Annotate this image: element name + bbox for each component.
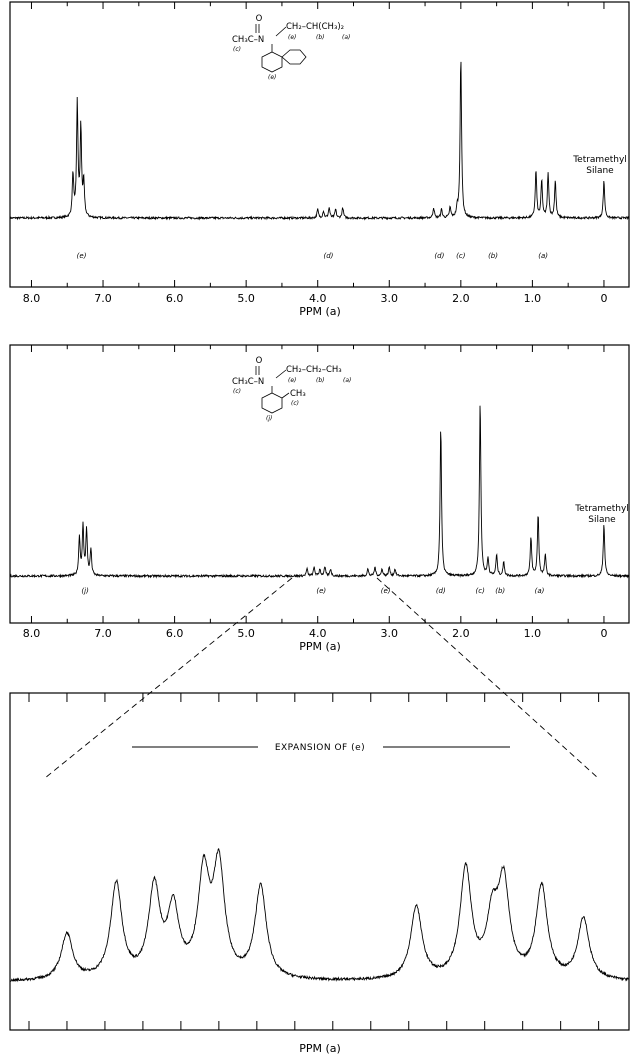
x-tick-label: 3.0 xyxy=(381,627,399,640)
peak-label: (a) xyxy=(535,587,545,595)
spectrum-trace-3 xyxy=(9,848,630,983)
x-axis-ticks-2 xyxy=(30,345,605,623)
plot-frame-2 xyxy=(9,344,630,624)
x-tick-label: 7.0 xyxy=(94,627,112,640)
x-axis-title-1: PPM (a) xyxy=(299,305,341,318)
tag-a: (a) xyxy=(342,34,350,41)
x-tick-label: 5.0 xyxy=(237,627,255,640)
x-tick-label: 8.0 xyxy=(23,627,41,640)
x-tick-label: 1.0 xyxy=(524,627,542,640)
tag-methyl-c: (c) xyxy=(291,400,299,407)
tag-b: (b) xyxy=(316,377,325,384)
x-axis-ticks-3 xyxy=(28,693,600,1030)
alkyl-chain: CH₂–CH(CH₃)₂ xyxy=(286,22,344,32)
spectrum-panel-1: 8.0 7.0 6.0 5.0 4.0 3.0 2.0 1.0 0 PPM (a) (e) (d)… xyxy=(9,1,630,318)
x-tick-label: 3.0 xyxy=(381,292,399,305)
tag-e: (e) xyxy=(288,34,296,41)
tag-c: (c) xyxy=(233,46,241,53)
reference-label-line-2: Silane xyxy=(588,515,616,525)
carbonyl-o: O xyxy=(256,14,263,24)
peak-label: (b) xyxy=(488,252,498,260)
ring-methyl: CH₃ xyxy=(290,389,306,399)
expansion-guide-right xyxy=(376,577,599,779)
reference-label-line-1: Tetramethyl xyxy=(574,504,629,514)
carbonyl-o: O xyxy=(256,356,263,366)
peak-labels-1: (e) (d) (d) (c) (b) (a) xyxy=(77,252,549,260)
tag-c: (c) xyxy=(233,388,241,395)
plot-frame-3 xyxy=(9,692,630,1031)
benzene-ring xyxy=(261,392,283,414)
x-tick-label: 2.0 xyxy=(452,627,470,640)
x-tick-label: 6.0 xyxy=(166,292,184,305)
x-tick-label: 5.0 xyxy=(237,292,255,305)
spectrum-panel-3: EXPANSION OF (e) PPM (a) xyxy=(9,692,630,1055)
expansion-title: EXPANSION OF (e) xyxy=(275,743,365,753)
x-tick-label: 0 xyxy=(600,292,607,305)
peak-label: (b) xyxy=(495,587,505,595)
tag-b: (b) xyxy=(316,34,325,41)
spectrum-trace-1 xyxy=(9,61,630,221)
plot-frame-1 xyxy=(9,1,630,288)
spectrum-trace-2 xyxy=(9,405,630,579)
reference-label-line-2: Silane xyxy=(586,166,614,176)
phenyl-ring xyxy=(281,49,307,65)
peak-label: (d) xyxy=(436,587,446,595)
acyl-group: CH₃C–N xyxy=(232,35,264,45)
peak-labels-2: (j) (e) (e) (d) (c) (b) (a) xyxy=(81,587,544,595)
benzene-ring xyxy=(261,51,283,73)
peak-label: (e) xyxy=(381,587,391,595)
x-axis-tick-labels-2: 8.0 7.0 6.0 5.0 4.0 3.0 2.0 1.0 0 xyxy=(23,627,608,640)
molecule-structure-1: O CH₃C–N CH₂–CH(CH₃)₂ (c) (e) (b) (a) (e… xyxy=(232,14,350,81)
tag-ring-j: (j) xyxy=(266,415,272,422)
peak-label: (a) xyxy=(538,252,548,260)
x-tick-label: 8.0 xyxy=(23,292,41,305)
expansion-guide-left xyxy=(44,577,293,779)
spectrum-panel-2: 8.0 7.0 6.0 5.0 4.0 3.0 2.0 1.0 0 PPM (a) (j) (e)… xyxy=(9,344,630,653)
acyl-group: CH₃C–N xyxy=(232,377,264,387)
tag-a: (a) xyxy=(343,377,351,384)
molecule-structure-2: O CH₃C–N CH₂–CH₂–CH₃ (c) (e) (b) (a) CH₃… xyxy=(232,356,351,422)
tag-e: (e) xyxy=(288,377,296,384)
x-axis-ticks-1 xyxy=(30,2,605,287)
peak-label: (e) xyxy=(316,587,326,595)
x-tick-label: 0 xyxy=(600,627,607,640)
x-axis-tick-labels-1: 8.0 7.0 6.0 5.0 4.0 3.0 2.0 1.0 0 xyxy=(23,292,608,305)
peak-label: (d) xyxy=(434,252,444,260)
peak-label: (c) xyxy=(475,587,485,595)
peak-label: (c) xyxy=(456,252,466,260)
x-tick-label: 2.0 xyxy=(452,292,470,305)
x-axis-title-2: PPM (a) xyxy=(299,640,341,653)
peak-label: (d) xyxy=(323,252,333,260)
peak-label: (e) xyxy=(77,252,87,260)
alkyl-chain: CH₂–CH₂–CH₃ xyxy=(286,365,342,375)
peak-label: (j) xyxy=(81,587,89,595)
tag-ring-e: (e) xyxy=(268,74,276,81)
x-tick-label: 1.0 xyxy=(524,292,542,305)
x-axis-title-3: PPM (a) xyxy=(299,1042,341,1055)
x-tick-label: 4.0 xyxy=(309,292,327,305)
x-tick-label: 7.0 xyxy=(94,292,112,305)
reference-label-line-1: Tetramethyl xyxy=(572,155,627,165)
x-tick-label: 4.0 xyxy=(309,627,327,640)
x-tick-label: 6.0 xyxy=(166,627,184,640)
